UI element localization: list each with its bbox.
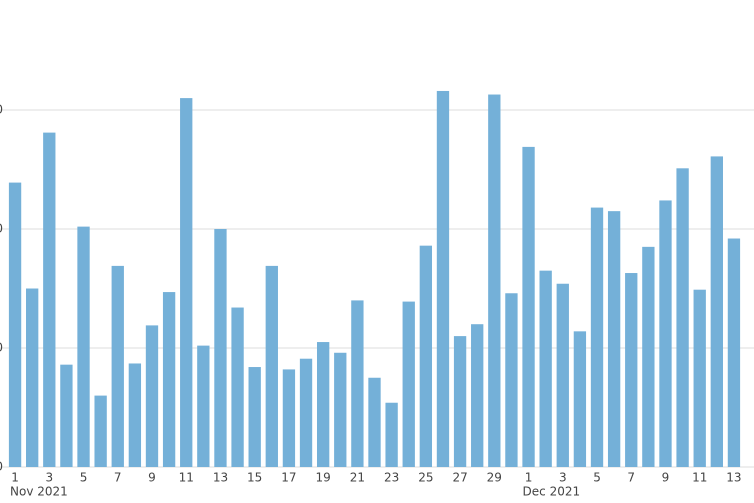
- x-tick-label: 21: [350, 471, 365, 485]
- x-tick-label: 11: [692, 471, 707, 485]
- month-label: Nov 2021: [10, 485, 68, 499]
- x-tick-label: 25: [418, 471, 433, 485]
- bar: [659, 200, 672, 467]
- x-tick-label: 11: [179, 471, 194, 485]
- bar: [436, 90, 450, 468]
- bar: [351, 300, 364, 467]
- y-tick-label: 20: [0, 222, 3, 236]
- bar: [77, 226, 90, 467]
- y-tick-label: 10: [0, 341, 3, 355]
- x-tick-label: 7: [114, 471, 122, 485]
- bar: [625, 273, 638, 467]
- bar: [453, 336, 467, 467]
- bar: [607, 211, 621, 467]
- x-tick-label: 1: [525, 471, 533, 485]
- bar: [197, 345, 210, 467]
- x-tick-label: 13: [726, 471, 741, 485]
- bar: [180, 98, 193, 467]
- x-tick-label: 15: [247, 471, 262, 485]
- bar: [282, 369, 296, 467]
- bar: [676, 168, 689, 467]
- bar: [316, 342, 330, 467]
- month-label: Dec 2021: [523, 485, 581, 499]
- bar: [299, 358, 313, 467]
- bar: [488, 94, 501, 467]
- bar: [522, 146, 535, 467]
- x-tick-label: 9: [148, 471, 156, 485]
- bar: [368, 377, 381, 467]
- x-tick-label: 9: [662, 471, 670, 485]
- bar: [471, 324, 484, 467]
- x-tick-label: 19: [316, 471, 331, 485]
- bar: [94, 395, 107, 467]
- bar: [590, 207, 604, 467]
- bar: [710, 156, 723, 467]
- bar: [60, 364, 73, 467]
- bar: [8, 182, 22, 467]
- bar: [265, 265, 278, 467]
- x-tick-label: 29: [487, 471, 502, 485]
- bar: [573, 331, 587, 467]
- x-tick-label: 3: [559, 471, 567, 485]
- bar: [111, 265, 124, 467]
- bar: [334, 352, 347, 467]
- x-tick-label: 1: [11, 471, 19, 485]
- x-tick-label: 5: [593, 471, 601, 485]
- bar: [727, 238, 741, 467]
- bar: [128, 363, 142, 467]
- bar: [419, 245, 433, 467]
- bar: [556, 283, 569, 467]
- bar: [26, 288, 39, 467]
- bar: [231, 307, 244, 467]
- bar: [162, 292, 176, 467]
- bar: [505, 293, 518, 467]
- x-tick-label: 13: [213, 471, 228, 485]
- y-tick-label: 0: [0, 460, 3, 474]
- y-tick-label: 30: [0, 103, 3, 117]
- bar: [385, 402, 398, 467]
- bar: [539, 270, 552, 467]
- x-tick-label: 7: [627, 471, 635, 485]
- bar: [145, 325, 159, 467]
- x-tick-label: 5: [80, 471, 88, 485]
- x-tick-label: 23: [384, 471, 399, 485]
- x-tick-label: 3: [45, 471, 53, 485]
- bar: [693, 289, 706, 467]
- x-tick-label: 27: [452, 471, 467, 485]
- x-tick-label: 17: [281, 471, 296, 485]
- bar: [642, 246, 655, 467]
- bar: [402, 301, 415, 467]
- bar: [43, 132, 56, 468]
- bar: [248, 367, 261, 467]
- bar: [214, 229, 227, 467]
